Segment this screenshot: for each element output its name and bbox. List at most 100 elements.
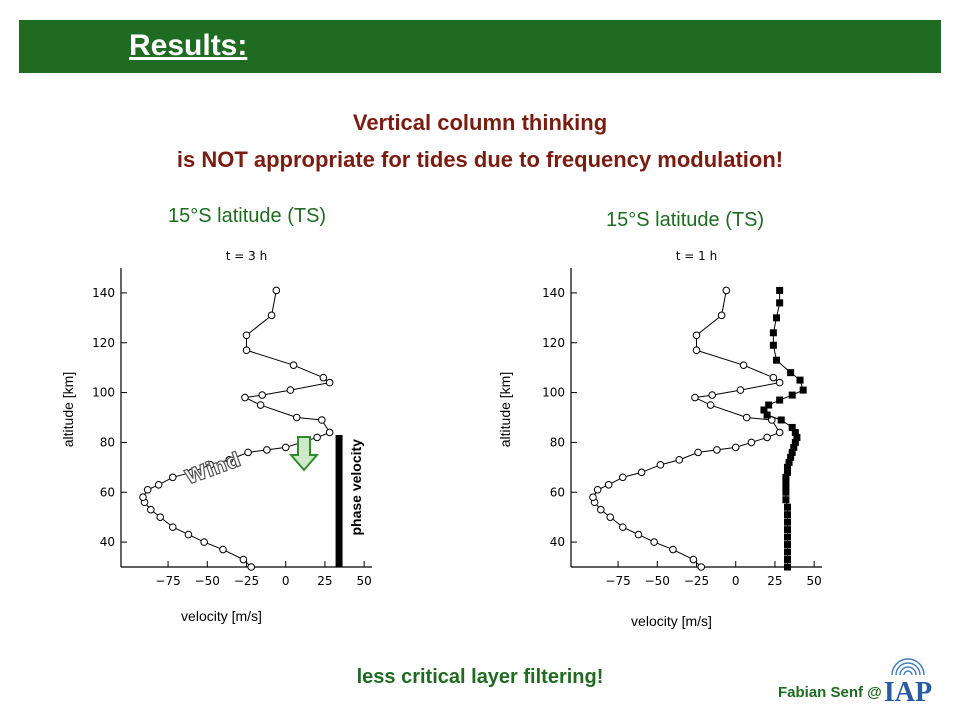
chart1-x-tick-label: 0 xyxy=(282,574,290,588)
chart1-wind-point xyxy=(184,530,193,539)
chart2-wind-point xyxy=(589,493,597,502)
chart2-wind-point xyxy=(675,456,684,464)
chart1-wind-point xyxy=(206,461,215,469)
chart1-wind-point xyxy=(219,545,227,554)
chart1-y-tick-label: 80 xyxy=(100,435,115,449)
chart2-y-tick-label: 80 xyxy=(550,435,565,449)
chart2-wind-point xyxy=(763,433,771,442)
chart1-y-tick-label: 100 xyxy=(92,386,115,400)
chart2-phase-velocity-point xyxy=(783,503,791,511)
chart2-wind-point xyxy=(669,545,677,554)
left-plot-subtitle: 15°S latitude (TS) xyxy=(168,205,327,227)
chart2-phase-velocity-point xyxy=(783,526,791,534)
slide-title: Results: xyxy=(129,29,248,62)
chart1-wind-point xyxy=(168,523,177,531)
svg-text:IAP: IAP xyxy=(884,677,932,707)
chart2-phase-velocity-point xyxy=(783,463,791,471)
chart2-wind-point xyxy=(692,331,701,340)
chart2-x-tick-label: 25 xyxy=(767,574,782,588)
chart1-y-tick-label: 60 xyxy=(100,485,115,499)
chart1-wind-point xyxy=(281,443,290,452)
chart2-series-2-line xyxy=(763,290,804,567)
chart2-phase-velocity-point xyxy=(783,541,791,549)
chart1-wind-point xyxy=(139,493,147,502)
chart2-phase-velocity-point xyxy=(763,411,771,419)
chart2-phase-velocity-point xyxy=(799,386,807,394)
chart1-wind-point xyxy=(256,401,265,409)
chart2-phase-velocity-point xyxy=(796,376,804,384)
chart2-x-tick-label: 50 xyxy=(807,574,822,588)
chart2-phase-velocity-point xyxy=(787,369,795,377)
chart2-phase-velocity-point xyxy=(783,468,791,476)
chart1-y-tick-label: 120 xyxy=(92,336,115,350)
chart1-wind-point xyxy=(263,446,271,454)
chart1-wind-point xyxy=(154,480,163,489)
chart2-phase-velocity-point xyxy=(791,428,799,436)
chart1-y-axis-label: altitude [km] xyxy=(60,372,76,447)
chart1-wind-point xyxy=(244,448,252,457)
chart1-wind-point xyxy=(241,393,249,402)
author-credit: Fabian Senf @ xyxy=(778,684,882,701)
chart2-phase-velocity-point xyxy=(765,401,773,409)
chart1-wind-point xyxy=(225,456,234,464)
chart2-phase-velocity-point xyxy=(790,443,798,451)
chart1-x-tick-label: −75 xyxy=(155,574,180,588)
chart1-wind-point xyxy=(239,555,248,564)
chart1-wind-point xyxy=(242,331,251,340)
chart2-phase-velocity-point xyxy=(773,356,781,364)
chart2-x-tick-label: −50 xyxy=(645,574,670,588)
chart1-y-tick-label: 40 xyxy=(100,535,115,549)
chart2-phase-velocity-point xyxy=(782,488,790,496)
chart2-phase-velocity-point xyxy=(783,511,791,519)
chart1-x-tick-label: 25 xyxy=(317,574,332,588)
chart2-phase-velocity-point xyxy=(773,314,781,322)
chart2-phase-velocity-point xyxy=(776,396,784,404)
chart1-title: t = 3 h xyxy=(226,249,267,263)
chart2-phase-velocity-point xyxy=(782,478,790,486)
chart1-x-tick-label: 50 xyxy=(357,574,372,588)
right-plot-subtitle: 15°S latitude (TS) xyxy=(606,209,765,231)
chart2-y-axis-label: altitude [km] xyxy=(497,372,513,447)
chart1-x-axis-label: velocity [m/s] xyxy=(181,608,262,624)
chart2-phase-velocity-point xyxy=(769,329,777,337)
chart2-y-tick-label: 100 xyxy=(542,386,565,400)
chart2-phase-velocity-point xyxy=(782,483,790,491)
chart2-phase-velocity-point xyxy=(776,299,784,307)
chart2-wind-point xyxy=(742,413,751,422)
chart1-wind-point xyxy=(168,473,177,482)
headline-line-1: Vertical column thinking xyxy=(352,110,608,135)
chart2-phase-velocity-point xyxy=(782,496,790,504)
chart2-phase-velocity-point xyxy=(788,423,796,431)
chart2-phase-velocity-point xyxy=(783,518,791,526)
chart1-wind-point xyxy=(187,468,196,477)
chart1-wind-point xyxy=(267,311,276,320)
chart1-wind-point xyxy=(242,346,251,355)
headline-line-2: is NOT appropriate for tides due to freq… xyxy=(176,147,784,172)
chart2-y-tick-label: 140 xyxy=(542,286,565,300)
chart1-wind-point xyxy=(325,428,334,437)
chart2-wind-point xyxy=(697,563,706,571)
iap-logo-icon: IAP xyxy=(884,658,932,707)
chart1-wind-point xyxy=(319,373,328,382)
down-arrow-icon xyxy=(288,436,320,472)
chart2-wind-point xyxy=(736,386,745,394)
chart2-phase-velocity-point xyxy=(769,341,777,349)
chart1-wind-point xyxy=(143,485,152,494)
title-bar: Results: xyxy=(19,20,941,73)
chart2-wind-point xyxy=(706,401,715,409)
chart2-wind-point xyxy=(739,361,748,369)
chart2-x-tick-label: −75 xyxy=(605,574,630,588)
chart1-wind-point xyxy=(318,416,326,424)
chart2-x-tick-label: 0 xyxy=(732,574,740,588)
chart1-wind-point xyxy=(286,386,295,394)
chart1-y-tick-label: 140 xyxy=(92,286,115,300)
chart2-y-tick-label: 120 xyxy=(542,336,565,350)
chart2-phase-velocity-point xyxy=(783,563,791,571)
chart2-wind-point xyxy=(775,378,784,387)
chart2-wind-point xyxy=(691,393,699,402)
chart2-wind-point xyxy=(689,555,698,564)
wind-label: Wind xyxy=(182,447,244,489)
chart2-wind-point xyxy=(604,480,613,489)
chart2-phase-velocity-point xyxy=(791,438,799,446)
